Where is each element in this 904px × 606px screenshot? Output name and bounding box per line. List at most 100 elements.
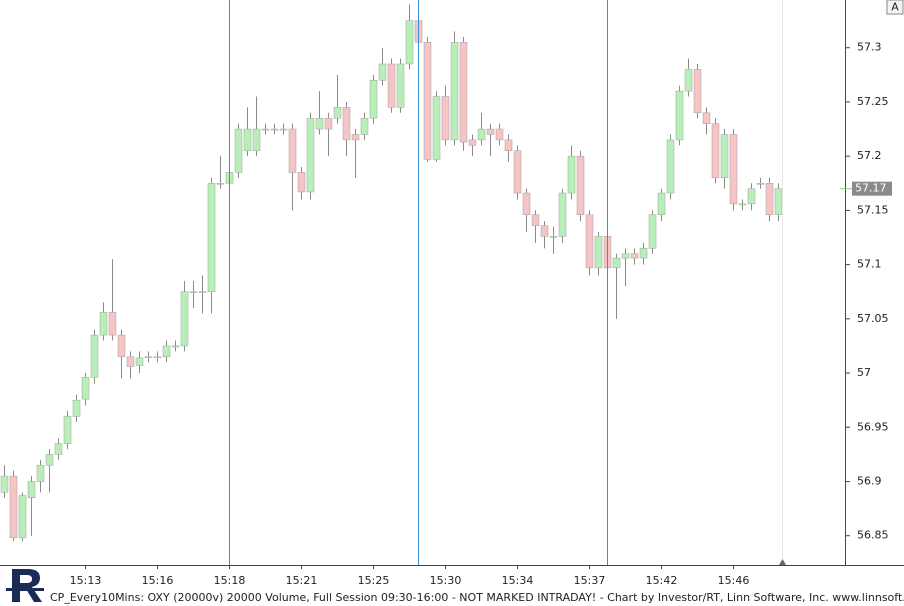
x-tick-label: 15:37: [574, 574, 606, 587]
candle-body: [531, 214, 540, 226]
candle-body: [720, 134, 729, 179]
candle-body: [504, 139, 513, 151]
candle-body: [477, 128, 486, 141]
candle-body: [576, 155, 585, 215]
candle-body: [198, 291, 207, 293]
candle-body: [108, 312, 117, 336]
candle-body: [675, 90, 684, 141]
candle-body: [45, 454, 54, 466]
candle-body: [99, 312, 108, 336]
y-tick-label: 57.05: [857, 312, 889, 325]
candle-body: [171, 345, 180, 348]
candle-body: [684, 69, 693, 92]
candle-body: [630, 253, 639, 259]
y-tick-label: 56.95: [857, 420, 889, 433]
y-tick-label: 57.2: [857, 149, 882, 162]
x-tick-label: 15:21: [286, 574, 318, 587]
plot-area: [0, 4, 783, 542]
candle-body: [180, 291, 189, 347]
marker: [779, 559, 786, 565]
button-label[interactable]: A: [891, 1, 899, 14]
candle-body: [261, 128, 270, 131]
candle-body: [117, 334, 126, 358]
y-tick-label: 57.15: [857, 203, 889, 216]
candle-body: [495, 128, 504, 141]
candle-body: [279, 128, 288, 131]
candle-body: [297, 172, 306, 193]
candle-body: [558, 192, 567, 237]
candle-body: [657, 192, 666, 215]
candle-body: [288, 128, 297, 173]
candle-body: [441, 96, 450, 141]
x-tick-label: 15:30: [430, 574, 462, 587]
candle-body: [747, 188, 756, 205]
candle-body: [594, 236, 603, 269]
candle-body: [540, 225, 549, 237]
candle-body: [621, 253, 630, 259]
candle-body: [315, 117, 324, 130]
candle-body: [234, 128, 243, 173]
candle-body: [405, 20, 414, 65]
candle-body: [54, 443, 63, 455]
y-tick-label: 57.1: [857, 258, 882, 271]
footer: CP_Every10Mins: OXY (20000v) 20000 Volum…: [50, 591, 904, 604]
x-tick-label: 15:25: [358, 574, 390, 587]
candle-body: [144, 356, 153, 359]
y-tick-label: 57.25: [857, 95, 889, 108]
candle-body: [567, 155, 576, 194]
candle-body: [774, 188, 783, 215]
candle-body: [81, 377, 90, 400]
candle-body: [27, 481, 36, 499]
candle-body: [126, 356, 135, 367]
candle-body: [756, 183, 765, 185]
candle-body: [693, 69, 702, 114]
candle-body: [639, 248, 648, 259]
candle-body: [36, 464, 45, 482]
candle-body: [486, 128, 495, 135]
candle-body: [351, 134, 360, 141]
candle-body: [0, 475, 9, 493]
y-tick-label: 57: [857, 366, 871, 379]
candle-body: [162, 345, 171, 358]
candle-body: [432, 96, 441, 160]
candle-body: [423, 42, 432, 160]
x-tick-label: 15:42: [646, 574, 678, 587]
candle-body: [72, 399, 81, 417]
candle-body: [207, 183, 216, 292]
candle-body: [360, 117, 369, 135]
x-tick-label: 15:34: [502, 574, 534, 587]
x-tick-label: 15:18: [214, 574, 246, 587]
candle-body: [243, 128, 252, 151]
candle-body: [513, 150, 522, 194]
candle-body: [369, 79, 378, 119]
x-tick-label: 15:13: [70, 574, 102, 587]
candle-body: [459, 42, 468, 143]
candle-body: [666, 139, 675, 194]
button[interactable]: [886, 0, 904, 15]
logo: [6, 569, 44, 602]
y-tick-label: 57.3: [857, 41, 882, 54]
candle-body: [468, 139, 477, 146]
candle-body: [9, 475, 18, 539]
candle-body: [306, 117, 315, 193]
candle-body: [189, 291, 198, 293]
last-price-label: 57.17: [855, 182, 887, 195]
y-tick-label: 56.9: [857, 474, 882, 487]
x-tick-label: 15:46: [718, 574, 750, 587]
candle-body: [585, 214, 594, 269]
candle-body: [729, 134, 738, 205]
candle-body: [612, 257, 621, 269]
candle-body: [711, 123, 720, 179]
candle-body: [135, 357, 144, 366]
y-tick-label: 56.85: [857, 529, 889, 542]
candle-body: [765, 183, 774, 215]
candle-body: [522, 192, 531, 215]
candle-body: [216, 183, 225, 185]
candle-body: [90, 334, 99, 378]
candle-body: [342, 107, 351, 141]
candle-body: [378, 63, 387, 81]
candle-body: [549, 236, 558, 238]
candle-body: [648, 214, 657, 249]
